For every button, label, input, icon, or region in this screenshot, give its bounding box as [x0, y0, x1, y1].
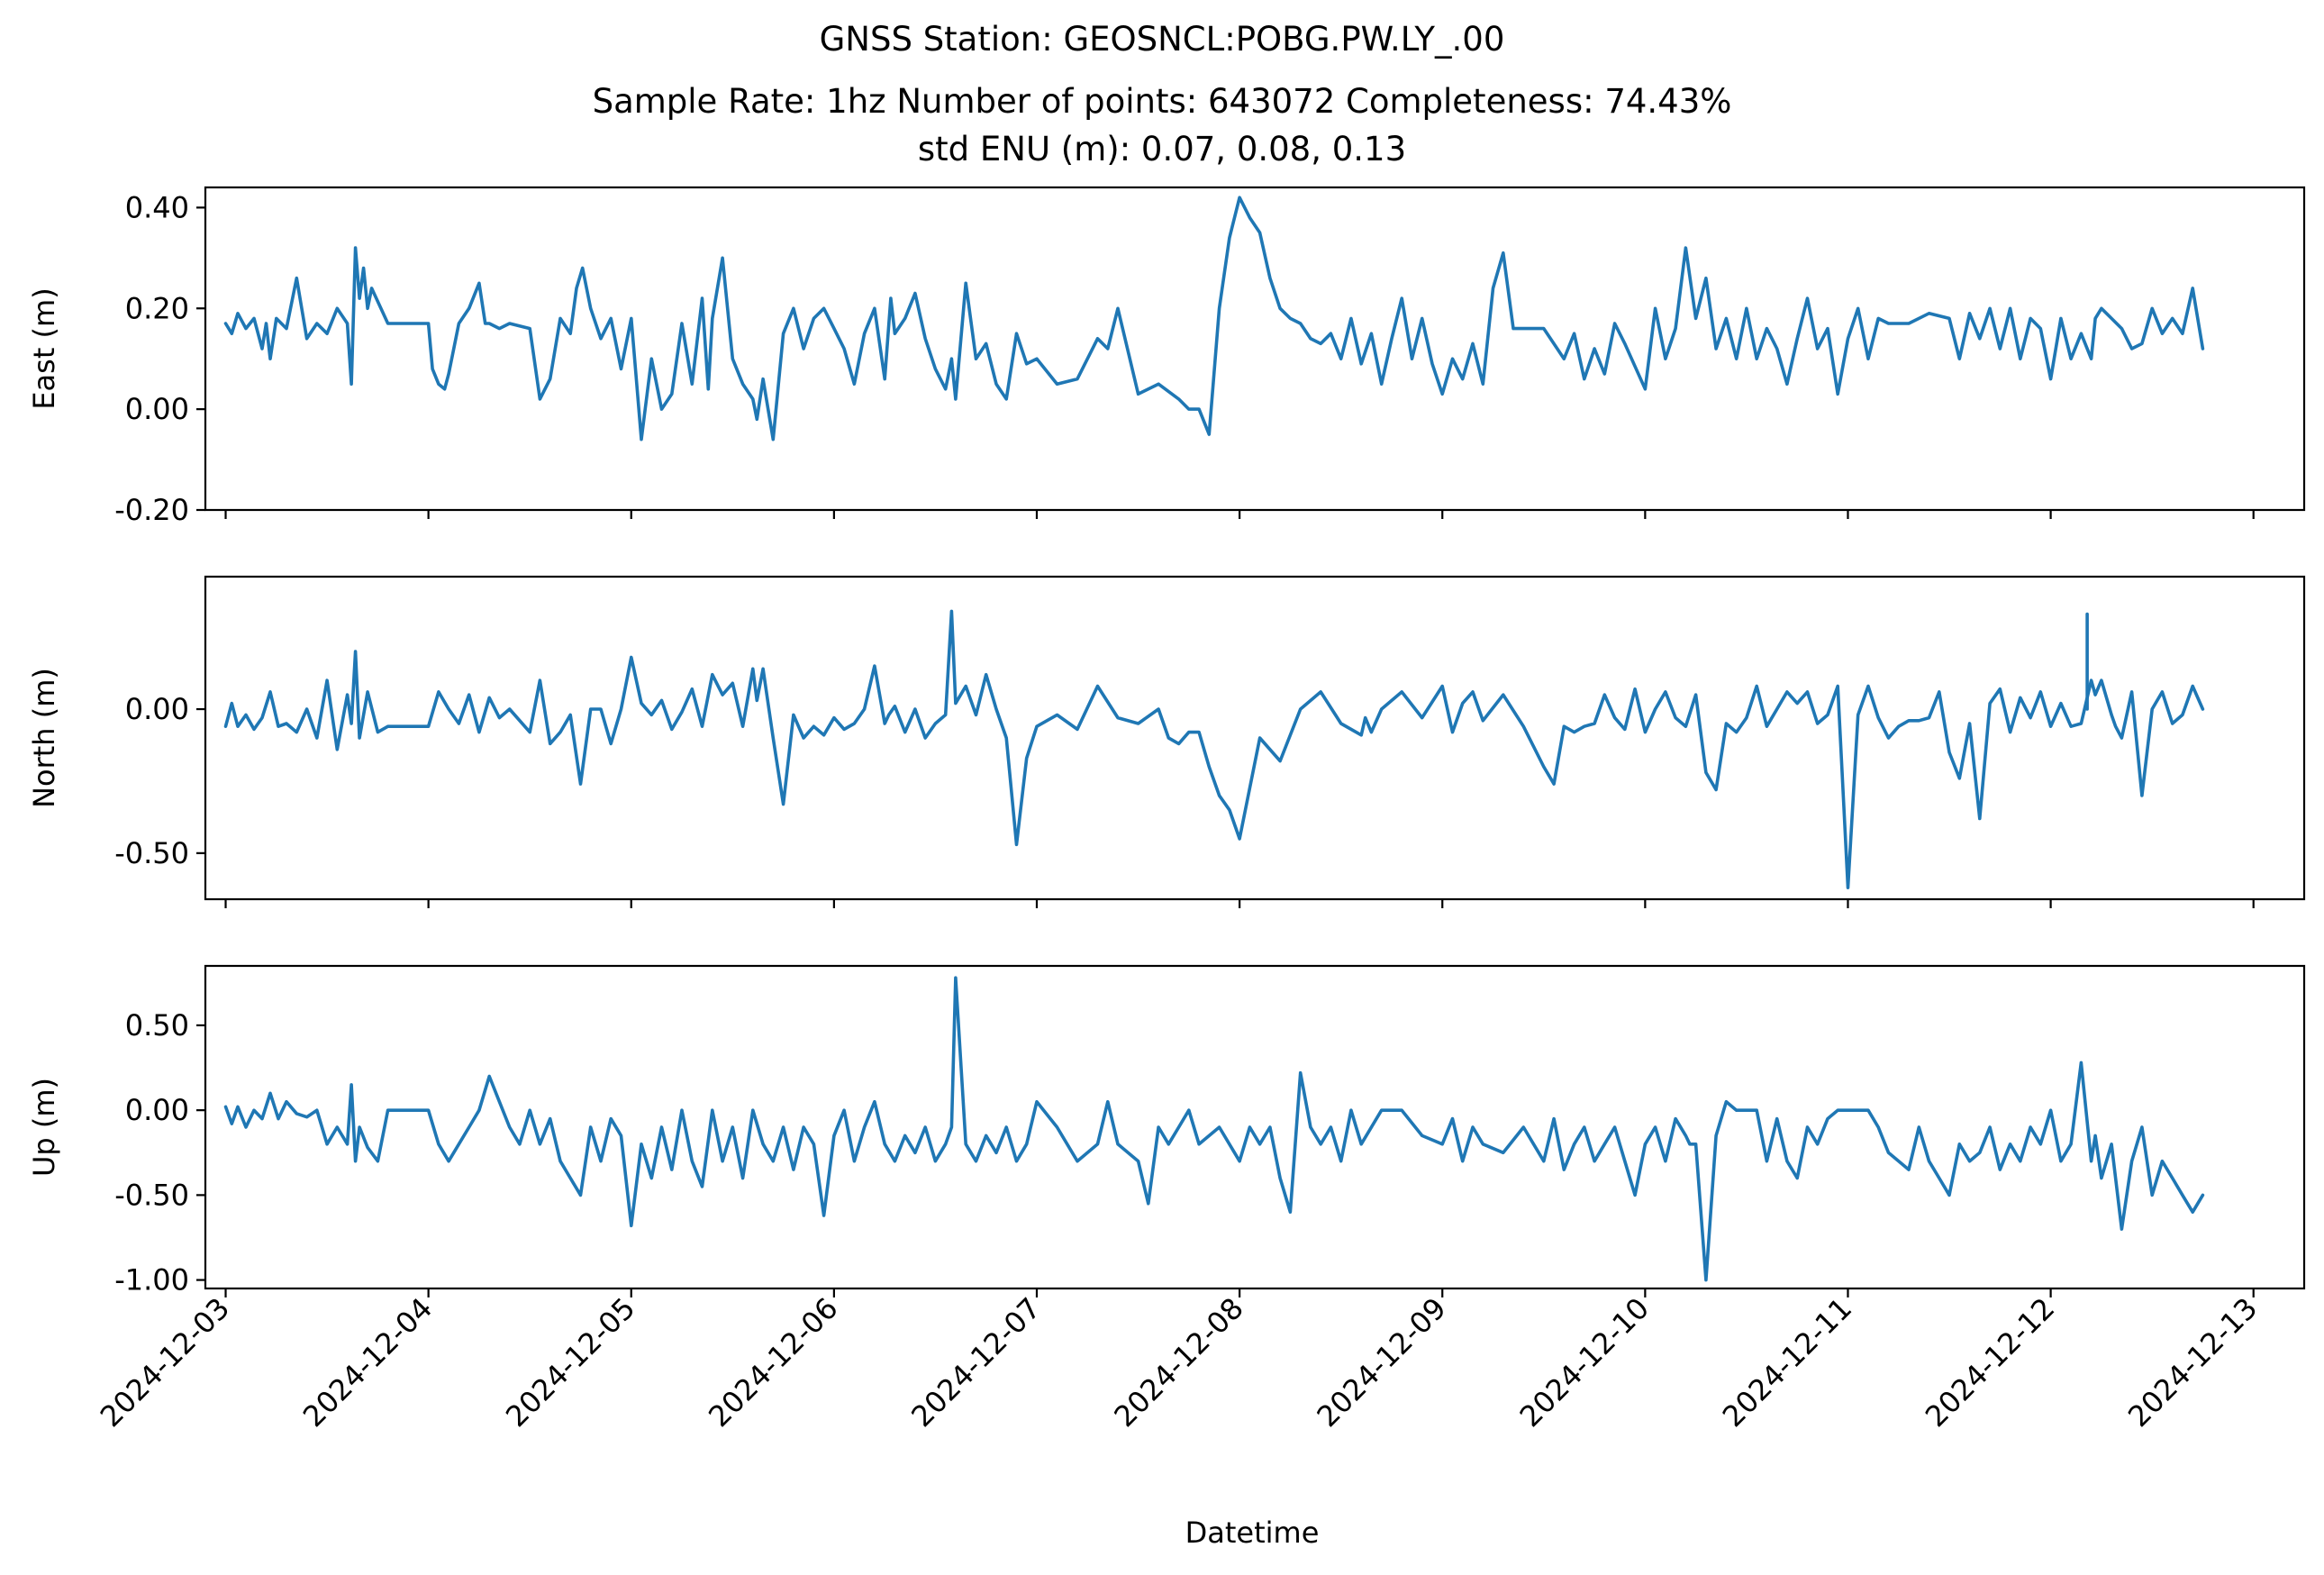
up-y-label: Up (m) [27, 1078, 61, 1177]
east-y-tick-label-1: 0.20 [125, 291, 189, 325]
east-y-tick-label-3: -0.20 [114, 493, 189, 527]
up-plot-frame [204, 964, 2306, 1290]
up-y-tick-label-3: -1.00 [114, 1263, 189, 1297]
east-y-tick-label-2: 0.00 [125, 392, 189, 426]
up-y-axis: 0.50 0.00 -0.50 -1.00 [114, 1008, 205, 1297]
east-y-axis: 0.40 0.20 0.00 -0.20 [114, 190, 205, 527]
chart-title-line-3: std ENU (m): 0.07, 0.08, 0.13 [918, 130, 1406, 168]
north-plot-frame [204, 575, 2306, 901]
north-y-tick-label-0: 0.00 [125, 692, 189, 726]
up-x-ticks [224, 1288, 2255, 1297]
up-y-tick-label-2: -0.50 [114, 1178, 189, 1212]
chart-title-line-1: GNSS Station: GEOSNCL:POBG.PW.LY_.00 [820, 20, 1505, 59]
north-y-label: North (m) [27, 668, 61, 808]
x-axis-label: Datetime [1185, 1516, 1320, 1550]
north-series-line [223, 609, 2205, 889]
east-x-ticks [224, 510, 2255, 519]
north-y-tick-label-1: -0.50 [114, 836, 189, 870]
east-series-line [223, 196, 2205, 442]
up-y-tick-label-1: 0.00 [125, 1093, 189, 1127]
chart-title-line-2: Sample Rate: 1hz Number of points: 64307… [593, 82, 1732, 121]
up-y-tick-label-0: 0.50 [125, 1008, 189, 1042]
up-panel: 0.50 0.00 -0.50 -1.00 Up (m) [27, 964, 2306, 1297]
north-panel: 0.00 -0.50 North (m) [27, 575, 2306, 908]
north-y-axis: 0.00 -0.50 [114, 692, 205, 870]
east-y-label: East (m) [27, 287, 61, 409]
east-y-tick-label-0: 0.40 [125, 190, 189, 224]
east-panel: 0.40 0.20 0.00 -0.20 East (m) [27, 186, 2306, 527]
north-x-ticks [224, 899, 2255, 908]
up-series-line [223, 976, 2205, 1282]
east-plot-frame [204, 186, 2306, 512]
